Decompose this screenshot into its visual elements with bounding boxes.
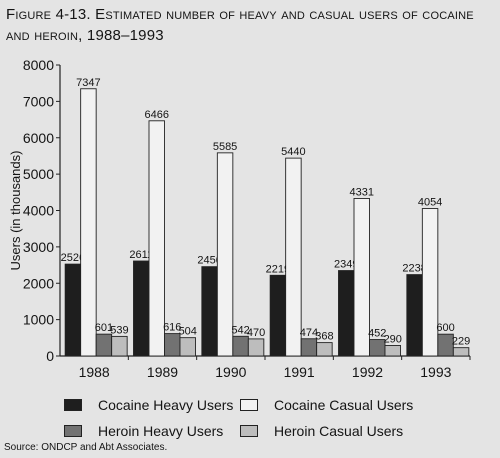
legend-swatch-cocaine-casual (240, 399, 258, 411)
y-tick-label: 1000 (23, 312, 54, 328)
y-tick-label: 8000 (23, 57, 54, 73)
bar (421, 208, 439, 357)
legend-label: Cocaine Heavy Users (98, 397, 234, 413)
bar-value-label: 2238 (402, 263, 426, 275)
bar-value-label: 2219 (266, 263, 290, 275)
source-note: Source: ONDCP and Abt Associates. (4, 442, 168, 453)
bar (111, 335, 128, 357)
bar (95, 333, 113, 357)
y-axis-label: Users (in thousands) (8, 151, 23, 271)
bar-value-label: 4054 (418, 197, 442, 209)
bar (285, 157, 302, 357)
bar (201, 266, 218, 357)
bar-value-label: 368 (315, 331, 333, 343)
legend-swatch-heroin-casual (240, 425, 258, 437)
y-tick-label: 3000 (23, 239, 54, 255)
legend-item-heroin-heavy: Heroin Heavy Users (64, 423, 223, 439)
bar-value-label: 2611 (129, 249, 153, 261)
x-tick-label: 1991 (284, 364, 315, 380)
bar-value-label: 2349 (334, 259, 358, 271)
legend-item-cocaine-casual: Cocaine Casual Users (240, 397, 413, 413)
bar-value-label: 2526 (61, 252, 85, 264)
bar (80, 88, 97, 357)
bar (384, 345, 401, 357)
legend-label: Cocaine Casual Users (274, 397, 414, 413)
y-tick-label: 4000 (23, 203, 54, 219)
bar-value-label: 5585 (213, 141, 237, 153)
bar-value-label: 2456 (197, 255, 221, 267)
bar-value-label: 539 (110, 324, 128, 336)
bar-value-label: 474 (300, 327, 318, 339)
x-tick-label: 1992 (352, 364, 383, 380)
bar (316, 342, 333, 357)
legend-label: Heroin Heavy Users (98, 423, 224, 439)
bar-value-label: 601 (95, 322, 113, 334)
bar (338, 270, 355, 357)
bar (247, 338, 265, 357)
x-tick-label: 1993 (420, 364, 451, 380)
bar-value-label: 600 (436, 322, 454, 334)
bar-value-label: 616 (163, 322, 181, 334)
legend-item-heroin-casual: Heroin Casual Users (240, 423, 403, 439)
bar (133, 260, 150, 357)
bar (148, 120, 165, 357)
bar-value-label: 504 (179, 326, 197, 338)
legend-item-cocaine-heavy: Cocaine Heavy Users (64, 397, 233, 413)
x-tick-label: 1989 (147, 364, 178, 380)
bar (269, 274, 287, 357)
y-tick-label: 7000 (23, 93, 54, 109)
bar-value-label: 5440 (281, 146, 305, 158)
bar-value-label: 4331 (350, 186, 374, 198)
bar (353, 198, 370, 357)
bar (452, 347, 470, 357)
y-tick-label: 5000 (23, 166, 54, 182)
y-tick-label: 6000 (23, 130, 54, 146)
bar-value-label: 470 (247, 327, 265, 339)
chart-title: Figure 4-13. Estimated number of heavy a… (6, 6, 474, 44)
bar (406, 274, 423, 357)
bar-value-label: 452 (368, 328, 386, 340)
y-tick-label: 0 (46, 348, 54, 364)
legend-label: Heroin Casual Users (274, 423, 404, 439)
bar (179, 337, 196, 357)
legend-swatch-heroin-heavy (64, 425, 82, 437)
bar-value-label: 542 (231, 324, 249, 336)
y-tick-label: 2000 (23, 275, 54, 291)
bar (232, 335, 249, 357)
legend-swatch-cocaine-heavy (64, 399, 82, 411)
bar-value-label: 7347 (76, 77, 100, 89)
bar (437, 333, 454, 357)
bar-value-label: 229 (452, 336, 470, 348)
x-tick-label: 1988 (79, 364, 110, 380)
bar (64, 263, 82, 357)
bar-value-label: 6466 (145, 109, 169, 121)
x-tick-label: 1990 (215, 364, 246, 380)
bar (216, 152, 234, 357)
bar-value-label: 290 (384, 333, 402, 345)
